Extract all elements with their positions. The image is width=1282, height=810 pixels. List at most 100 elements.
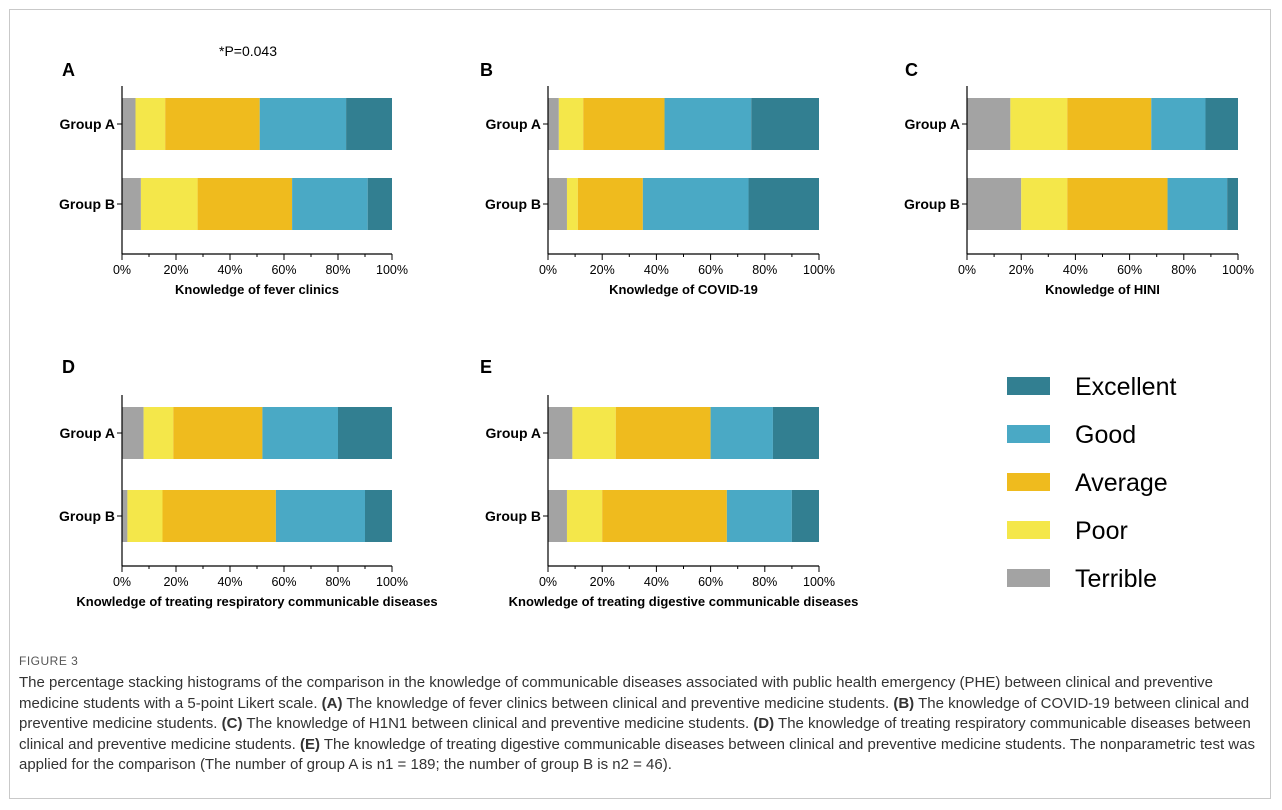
x-tick-label: 80% <box>325 575 350 589</box>
bar-terrible-group-a <box>548 98 559 150</box>
bar-poor-group-b <box>566 490 603 542</box>
category-label: Group B <box>59 508 115 524</box>
category-label: Group A <box>60 116 115 132</box>
category-label: Group B <box>485 196 541 212</box>
x-tick-label: 60% <box>698 263 723 277</box>
bar-poor-group-b <box>1021 178 1068 230</box>
chart-panel-c: C Group A Group B 0% 20% 40% 60% 80% 100% Knowled… <box>904 60 1254 297</box>
x-tick-label: 0% <box>113 575 131 589</box>
figure-caption: The percentage stacking histograms of th… <box>19 673 1259 776</box>
x-tick-label: 80% <box>752 575 777 589</box>
bar-poor-group-b <box>127 490 163 542</box>
x-axis-title: Knowledge of fever clinics <box>175 282 339 297</box>
x-tick-label: 60% <box>1117 263 1142 277</box>
x-tick-label: 20% <box>590 575 615 589</box>
bar-terrible-group-a <box>122 407 144 459</box>
x-tick-label: 40% <box>644 575 669 589</box>
caption-text: The knowledge of H1N1 between clinical a… <box>242 715 754 732</box>
category-label: Group A <box>60 425 115 441</box>
caption-text: The knowledge of treating respiratory co… <box>19 715 1251 753</box>
figure-label: FIGURE 3 <box>19 654 79 668</box>
bar-poor-group-b <box>140 178 198 230</box>
chart-panel-d: D Group A Group B 0% 20% 40% 60% 80% 100% Knowled… <box>59 357 438 609</box>
bar-excellent-group-a <box>772 407 819 459</box>
bar-good-group-b <box>292 178 368 230</box>
x-tick-label: 60% <box>271 575 296 589</box>
panel-letter: E <box>480 357 492 377</box>
x-tick-label: 100% <box>803 575 835 589</box>
bar-average-group-a <box>173 407 263 459</box>
x-tick-label: 80% <box>1171 263 1196 277</box>
bar-good-group-a <box>1151 98 1206 150</box>
bar-excellent-group-b <box>791 490 819 542</box>
bar-terrible-group-b <box>122 490 128 542</box>
bar-terrible-group-b <box>122 178 141 230</box>
caption-panel-ref: (A) <box>321 694 343 712</box>
bar-excellent-group-b <box>1227 178 1238 230</box>
category-label: Group B <box>904 196 960 212</box>
caption-text: The knowledge of treating digestive comm… <box>19 735 1255 774</box>
x-tick-label: 20% <box>590 263 615 277</box>
bar-excellent-group-a <box>338 407 392 459</box>
x-axis-title: Knowledge of COVID-19 <box>609 282 758 297</box>
bar-good-group-a <box>262 407 338 459</box>
x-tick-label: 0% <box>539 575 557 589</box>
bar-average-group-b <box>602 490 727 542</box>
bar-terrible-group-b <box>967 178 1022 230</box>
bar-poor-group-a <box>143 407 174 459</box>
x-tick-label: 60% <box>698 575 723 589</box>
category-label: Group A <box>905 116 960 132</box>
bar-good-group-a <box>664 98 752 150</box>
category-label: Group A <box>486 116 541 132</box>
bar-average-group-b <box>162 490 276 542</box>
x-tick-label: 0% <box>113 263 131 277</box>
bar-good-group-b <box>726 490 792 542</box>
bar-average-group-a <box>583 98 665 150</box>
legend: Excellent Good Average Poor Terrible <box>1007 373 1176 593</box>
bar-excellent-group-b <box>367 178 392 230</box>
category-label: Group A <box>486 425 541 441</box>
bar-average-group-a <box>1067 98 1152 150</box>
x-tick-label: 60% <box>271 263 296 277</box>
bar-average-group-a <box>615 407 711 459</box>
bar-terrible-group-a <box>967 98 1011 150</box>
bar-excellent-group-b <box>365 490 392 542</box>
figure-frame <box>9 9 1271 799</box>
legend-label-excellent: Excellent <box>1075 373 1176 401</box>
legend-swatch-excellent <box>1007 377 1050 395</box>
legend-swatch-poor <box>1007 521 1050 539</box>
x-tick-label: 100% <box>376 575 408 589</box>
x-tick-label: 100% <box>376 263 408 277</box>
x-tick-label: 20% <box>163 263 188 277</box>
x-tick-label: 40% <box>217 263 242 277</box>
x-tick-label: 100% <box>1222 263 1254 277</box>
caption-panel-ref: (E) <box>300 735 320 753</box>
legend-label-good: Good <box>1075 421 1136 449</box>
bar-good-group-b <box>275 490 365 542</box>
bar-average-group-a <box>165 98 260 150</box>
category-label: Group B <box>59 196 115 212</box>
x-tick-label: 40% <box>644 263 669 277</box>
caption-panel-ref: (B) <box>893 694 915 712</box>
bar-good-group-b <box>642 178 749 230</box>
bar-good-group-a <box>710 407 773 459</box>
bar-excellent-group-a <box>346 98 392 150</box>
bar-terrible-group-b <box>548 178 567 230</box>
bar-terrible-group-b <box>548 490 567 542</box>
legend-swatch-good <box>1007 425 1050 443</box>
bar-excellent-group-a <box>751 98 819 150</box>
x-tick-label: 80% <box>325 263 350 277</box>
x-axis-title: Knowledge of treating respiratory commun… <box>76 594 437 609</box>
bar-terrible-group-a <box>548 407 573 459</box>
chart-panel-a: A *P=0.043 Group A Group B 0% 20% 40% 60% 80% 100… <box>59 43 408 297</box>
category-label: Group B <box>485 508 541 524</box>
bar-poor-group-b <box>566 178 578 230</box>
legend-label-terrible: Terrible <box>1075 565 1157 593</box>
bar-poor-group-a <box>1010 98 1068 150</box>
legend-label-average: Average <box>1075 469 1168 497</box>
caption-text: The knowledge of COVID-19 between clinic… <box>19 694 1250 733</box>
bar-average-group-b <box>577 178 643 230</box>
bar-poor-group-a <box>558 98 584 150</box>
x-axis-title: Knowledge of HINI <box>1045 282 1160 297</box>
x-axis-title: Knowledge of treating digestive communic… <box>509 594 859 609</box>
